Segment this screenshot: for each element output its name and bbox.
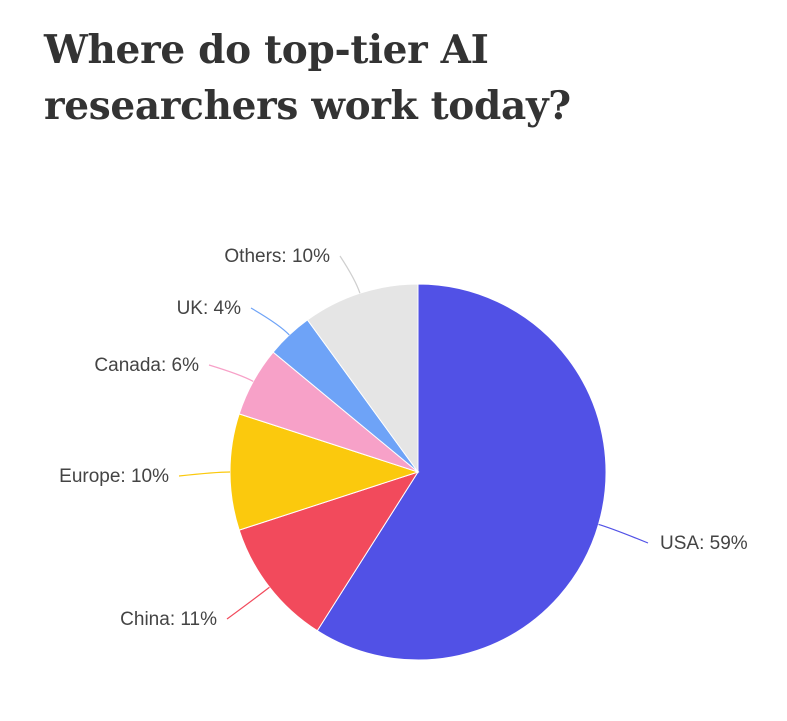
slice-label-canada: Canada: 6%: [94, 355, 199, 376]
leader-line-uk: [250, 307, 290, 336]
leader-line-usa: [598, 523, 649, 544]
pie-slice-europe: [229, 413, 420, 531]
chart-title: Where do top-tier AI researchers work to…: [44, 27, 571, 129]
leader-line-europe: [178, 471, 231, 477]
slice-label-others: Others: 10%: [224, 246, 330, 267]
pie-slice-usa: [316, 283, 607, 661]
leader-line-others: [339, 255, 361, 294]
pie-slice-others: [306, 283, 419, 474]
leader-lines: [178, 255, 649, 620]
slice-label-uk: UK: 4%: [177, 298, 242, 319]
leader-line-china: [226, 586, 270, 620]
pie-slices: [229, 283, 607, 661]
slice-label-europe: Europe: 10%: [59, 466, 169, 487]
slice-labels: USA: 59% China: 11% Europe: 10% Canada: 6% U…: [59, 246, 748, 630]
slice-label-usa: USA: 59%: [660, 533, 748, 554]
slice-label-china: China: 11%: [120, 609, 217, 630]
leader-line-canada: [208, 364, 254, 382]
